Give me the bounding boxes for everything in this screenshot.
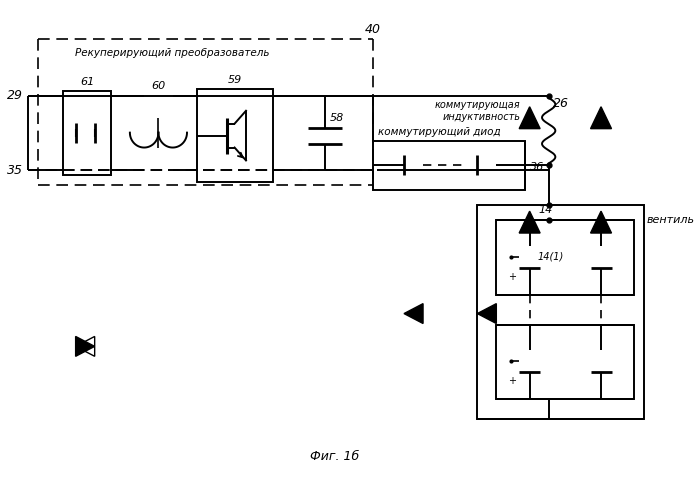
- Text: 58: 58: [330, 113, 344, 123]
- Bar: [496, 324, 634, 399]
- Bar: [197, 89, 273, 182]
- Polygon shape: [519, 211, 540, 233]
- Text: 14(1): 14(1): [538, 252, 564, 262]
- Polygon shape: [76, 336, 94, 356]
- Bar: [63, 91, 111, 175]
- Text: Рекуперирующий преобразователь: Рекуперирующий преобразователь: [76, 48, 270, 58]
- Polygon shape: [591, 211, 612, 233]
- Polygon shape: [591, 107, 612, 129]
- Text: +: +: [508, 376, 517, 386]
- Polygon shape: [477, 304, 496, 323]
- Polygon shape: [76, 336, 94, 356]
- Text: 14: 14: [538, 205, 552, 215]
- Text: +: +: [508, 272, 517, 282]
- Text: коммутирующий диод: коммутирующий диод: [378, 126, 500, 137]
- Text: 61: 61: [80, 77, 94, 87]
- Text: 60: 60: [151, 81, 166, 91]
- Text: 29: 29: [7, 90, 23, 103]
- Text: коммутирующая
индуктивность: коммутирующая индуктивность: [435, 100, 520, 122]
- Text: 35: 35: [7, 164, 23, 177]
- Text: 36: 36: [530, 162, 544, 172]
- Bar: [496, 220, 634, 295]
- Text: 40: 40: [365, 23, 381, 36]
- Text: Фиг. 1б: Фиг. 1б: [310, 450, 359, 463]
- Text: вентиль: вентиль: [647, 215, 694, 225]
- Polygon shape: [404, 304, 423, 323]
- Polygon shape: [519, 107, 540, 129]
- Text: 26: 26: [554, 97, 569, 110]
- Text: 59: 59: [228, 75, 241, 85]
- Bar: [372, 140, 525, 190]
- Bar: [477, 205, 644, 419]
